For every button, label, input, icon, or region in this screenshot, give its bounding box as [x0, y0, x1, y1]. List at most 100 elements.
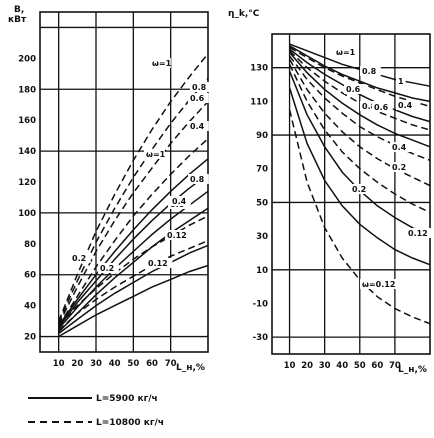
- series-line-temperature-8: [288, 63, 431, 214]
- x-tick-power-3: 40: [109, 359, 121, 369]
- x-axis-label-power: L_н,%: [176, 363, 205, 373]
- x-tick-temperature-5: 60: [371, 361, 383, 371]
- y-ticks-temperature: 130 110 90 70 50 30 10 -10 -30: [250, 64, 268, 343]
- series-label-temperature-6: 0.6: [374, 103, 389, 112]
- y-tick-temperature-0: 130: [250, 64, 268, 74]
- series-line-temperature-6: [288, 55, 431, 162]
- series-label-bg-temperature-1: [360, 66, 381, 76]
- series-label-power-11: 0.12: [148, 259, 168, 268]
- series-label-power-9: 0.12: [167, 231, 187, 240]
- series-label-power-7: 0.4: [172, 197, 187, 206]
- series-label-temperature-7: 0.4: [392, 143, 407, 152]
- x-tick-temperature-2: 30: [319, 361, 331, 371]
- x-tick-temperature-3: 40: [336, 361, 348, 371]
- series-label-bg-temperature-10: [406, 228, 433, 238]
- curves-power: [58, 53, 209, 338]
- series-label-bg-power-2: [188, 93, 209, 103]
- series-line-power-2: [58, 101, 209, 325]
- plot-area-power: [39, 11, 209, 353]
- legend-label-solid: L=5900 кг/ч: [96, 394, 158, 404]
- x-axis-label-temperature: L_н,%: [398, 365, 427, 375]
- series-label-bg-power-0: [150, 58, 171, 68]
- y-tick-power-3: 80: [24, 240, 36, 250]
- series-label-power-3: 0.4: [190, 122, 205, 131]
- curve-labels-temperature: ω=10.810.60.8 0.40.60.40.20.20.12ω=0.12: [334, 47, 433, 289]
- x-tick-power-0: 10: [53, 359, 65, 369]
- series-label-bg-temperature-8: [350, 184, 371, 194]
- series-line-power-0: [58, 53, 209, 322]
- series-line-temperature-2: [289, 46, 431, 108]
- series-label-temperature-0: ω=1: [336, 48, 356, 57]
- series-label-bg-temperature-2: [396, 76, 406, 86]
- series-label-bg-temperature-3: [344, 84, 365, 94]
- series-label-bg-temperature-7: [390, 142, 411, 152]
- series-label-temperature-10: 0.12: [408, 229, 428, 238]
- y-axis-label-power-main: В,: [14, 5, 24, 15]
- series-label-power-4: ω=1: [146, 150, 166, 159]
- series-line-power-5: [58, 173, 209, 328]
- series-label-power-2: 0.6: [190, 94, 205, 103]
- y-tick-power-2: 60: [24, 271, 36, 281]
- chart-temperature: 130 110 90 70 50 30 10 -10 -30 10 20 30 40 50 60 70 η_…: [228, 9, 433, 375]
- y-tick-temperature-7: -10: [253, 299, 268, 309]
- series-label-bg-power-1: [190, 82, 211, 92]
- series-label-bg-temperature-6: [372, 102, 393, 112]
- y-axis-label-power: В, кВт: [8, 5, 27, 25]
- series-label-temperature-11: ω=0.12: [362, 280, 395, 289]
- y-tick-power-4: 100: [18, 209, 36, 219]
- series-label-bg-power-11: [146, 258, 173, 268]
- series-line-temperature-10: [288, 87, 431, 266]
- chart-power: 20 40 60 80 100 120 140 160 180 200 10 20 30 40 50 60 7…: [8, 5, 211, 373]
- series-label-temperature-2: 1: [398, 77, 404, 86]
- series-label-temperature-1: 0.8: [362, 67, 377, 76]
- legend: L=5900 кг/ч L=10800 кг/ч: [28, 394, 164, 428]
- series-line-power-1: [58, 78, 209, 323]
- x-tick-temperature-1: 20: [301, 361, 313, 371]
- legend-label-dashed: L=10800 кг/ч: [96, 418, 164, 428]
- y-tick-temperature-8: -30: [253, 333, 268, 343]
- series-line-temperature-5: [289, 52, 431, 148]
- series-line-temperature-0: [289, 43, 431, 87]
- series-line-power-9: [58, 240, 209, 331]
- series-label-bg-temperature-9: [390, 162, 411, 172]
- y-axis-label-temperature: η_k,°C: [228, 9, 260, 19]
- series-label-bg-power-4: [144, 149, 165, 159]
- series-label-temperature-3: 0.6: [346, 85, 361, 94]
- x-ticks-power: 10 20 30 40 50 60 70: [53, 359, 177, 369]
- series-label-bg-power-3: [188, 121, 209, 131]
- series-label-bg-power-10: [98, 263, 119, 273]
- series-label-bg-temperature-11: [360, 279, 398, 289]
- y-tick-power-8: 180: [18, 85, 36, 95]
- y-tick-power-5: 120: [18, 178, 36, 188]
- y-tick-temperature-5: 30: [256, 232, 268, 242]
- x-tick-power-5: 60: [146, 359, 158, 369]
- series-line-power-7: [58, 207, 209, 333]
- series-line-temperature-4: [289, 50, 431, 131]
- y-tick-temperature-3: 70: [256, 165, 268, 175]
- series-label-bg-temperature-0: [334, 47, 355, 57]
- series-label-power-1: 0.8: [192, 83, 207, 92]
- series-label-temperature-4: 0.8: [362, 102, 377, 111]
- plot-frame-temperature: [271, 33, 431, 355]
- x-tick-temperature-4: 50: [354, 361, 366, 371]
- series-line-power-4: [58, 158, 209, 327]
- x-tick-power-6: 70: [165, 359, 177, 369]
- series-label-temperature-5: 0.4: [398, 101, 413, 110]
- y-tick-power-0: 20: [24, 333, 36, 343]
- series-label-power-10: 0.2: [100, 264, 114, 273]
- series-label-temperature-9: 0.2: [392, 163, 406, 172]
- series-label-bg-power-8: [70, 253, 91, 263]
- series-line-temperature-7: [288, 58, 431, 187]
- series-line-power-11: [58, 264, 209, 338]
- x-tick-power-2: 30: [90, 359, 102, 369]
- y-tick-temperature-1: 110: [250, 97, 268, 107]
- curve-labels-power: ω=10.80.60.4ω=10.80.60.40.20.120.20.12: [70, 58, 211, 273]
- series-line-temperature-1: [289, 45, 431, 103]
- series-label-bg-power-7: [170, 196, 191, 206]
- y-tick-temperature-2: 90: [256, 131, 268, 141]
- x-tick-power-1: 20: [71, 359, 83, 369]
- y-axis-label-power-unit: кВт: [8, 15, 27, 25]
- y-tick-power-6: 140: [18, 147, 36, 157]
- x-tick-power-4: 50: [127, 359, 139, 369]
